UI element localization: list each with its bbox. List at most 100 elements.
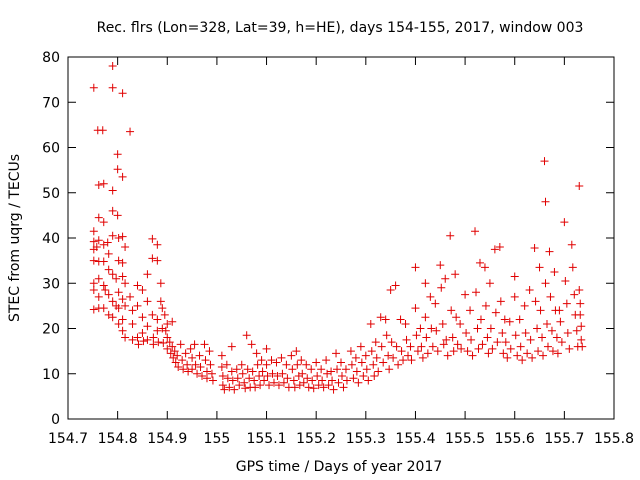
data-point <box>505 317 514 326</box>
data-point <box>352 367 361 376</box>
data-point <box>356 342 365 351</box>
data-point <box>168 317 177 326</box>
data-point <box>457 344 466 353</box>
data-point <box>575 181 584 190</box>
data-point <box>133 281 142 290</box>
data-point <box>174 362 183 371</box>
x-tick-label: 155.1 <box>246 431 286 447</box>
data-point <box>362 365 371 374</box>
data-point <box>578 342 587 351</box>
data-point <box>243 365 252 374</box>
data-point <box>256 381 265 390</box>
data-point <box>262 360 271 369</box>
data-point <box>402 335 411 344</box>
data-point <box>490 245 499 254</box>
data-point <box>260 376 269 385</box>
data-point <box>374 367 383 376</box>
data-point <box>386 286 395 295</box>
data-point <box>491 308 500 317</box>
y-tick-label: 70 <box>42 95 60 111</box>
data-point <box>347 360 356 369</box>
data-point <box>329 385 338 394</box>
data-point <box>153 240 162 249</box>
data-point <box>89 286 98 295</box>
data-point <box>371 338 380 347</box>
data-point <box>484 349 493 358</box>
data-point <box>118 326 127 335</box>
data-point <box>253 360 262 369</box>
data-point <box>188 365 197 374</box>
data-point <box>282 360 291 369</box>
data-point <box>431 299 440 308</box>
data-point <box>108 186 117 195</box>
data-point <box>153 256 162 265</box>
data-point <box>462 329 471 338</box>
data-point <box>241 384 250 393</box>
data-point <box>227 367 236 376</box>
data-point <box>121 333 130 342</box>
data-point <box>128 335 137 344</box>
data-point <box>118 172 127 181</box>
x-tick-label: 155.5 <box>445 431 485 447</box>
data-point <box>163 333 172 342</box>
data-point <box>89 256 98 265</box>
data-point <box>317 365 326 374</box>
data-point <box>89 227 98 236</box>
data-point <box>364 376 373 385</box>
data-point <box>154 338 163 347</box>
data-point <box>381 315 390 324</box>
data-point <box>576 299 585 308</box>
data-point <box>171 358 180 367</box>
data-point <box>427 324 436 333</box>
data-point <box>319 383 328 392</box>
data-point <box>367 347 376 356</box>
data-point <box>104 290 113 299</box>
data-point <box>250 376 259 385</box>
data-point <box>407 356 416 365</box>
data-point <box>418 353 427 362</box>
data-point <box>163 344 172 353</box>
data-point <box>233 374 242 383</box>
data-point <box>195 351 204 360</box>
data-point <box>448 333 457 342</box>
data-point <box>577 322 586 331</box>
data-point <box>228 376 237 385</box>
data-point <box>539 351 548 360</box>
data-point <box>533 324 542 333</box>
data-point <box>349 374 358 383</box>
data-point <box>153 315 162 324</box>
data-point <box>94 274 103 283</box>
data-point <box>277 353 286 362</box>
data-point <box>225 383 234 392</box>
data-point <box>223 374 232 383</box>
data-point <box>257 356 266 365</box>
data-point <box>94 181 103 190</box>
data-point <box>108 83 117 92</box>
data-point <box>480 263 489 272</box>
data-point <box>133 301 142 310</box>
data-point <box>168 342 177 351</box>
data-point <box>170 347 179 356</box>
data-point <box>530 243 539 252</box>
data-point <box>341 365 350 374</box>
data-point <box>112 274 121 283</box>
data-point <box>577 335 586 344</box>
data-point <box>412 331 421 340</box>
data-point <box>354 378 363 387</box>
data-point <box>143 335 152 344</box>
data-point <box>149 340 158 349</box>
data-point <box>389 353 398 362</box>
data-point <box>94 213 103 222</box>
data-point <box>104 265 113 274</box>
data-point <box>126 127 135 136</box>
data-point <box>314 381 323 390</box>
data-point <box>207 369 216 378</box>
data-point <box>114 288 123 297</box>
data-point <box>337 358 345 367</box>
data-point <box>138 329 147 338</box>
y-tick-label: 80 <box>42 50 60 66</box>
data-point <box>113 150 122 159</box>
data-point <box>121 279 130 288</box>
data-point <box>240 378 249 387</box>
